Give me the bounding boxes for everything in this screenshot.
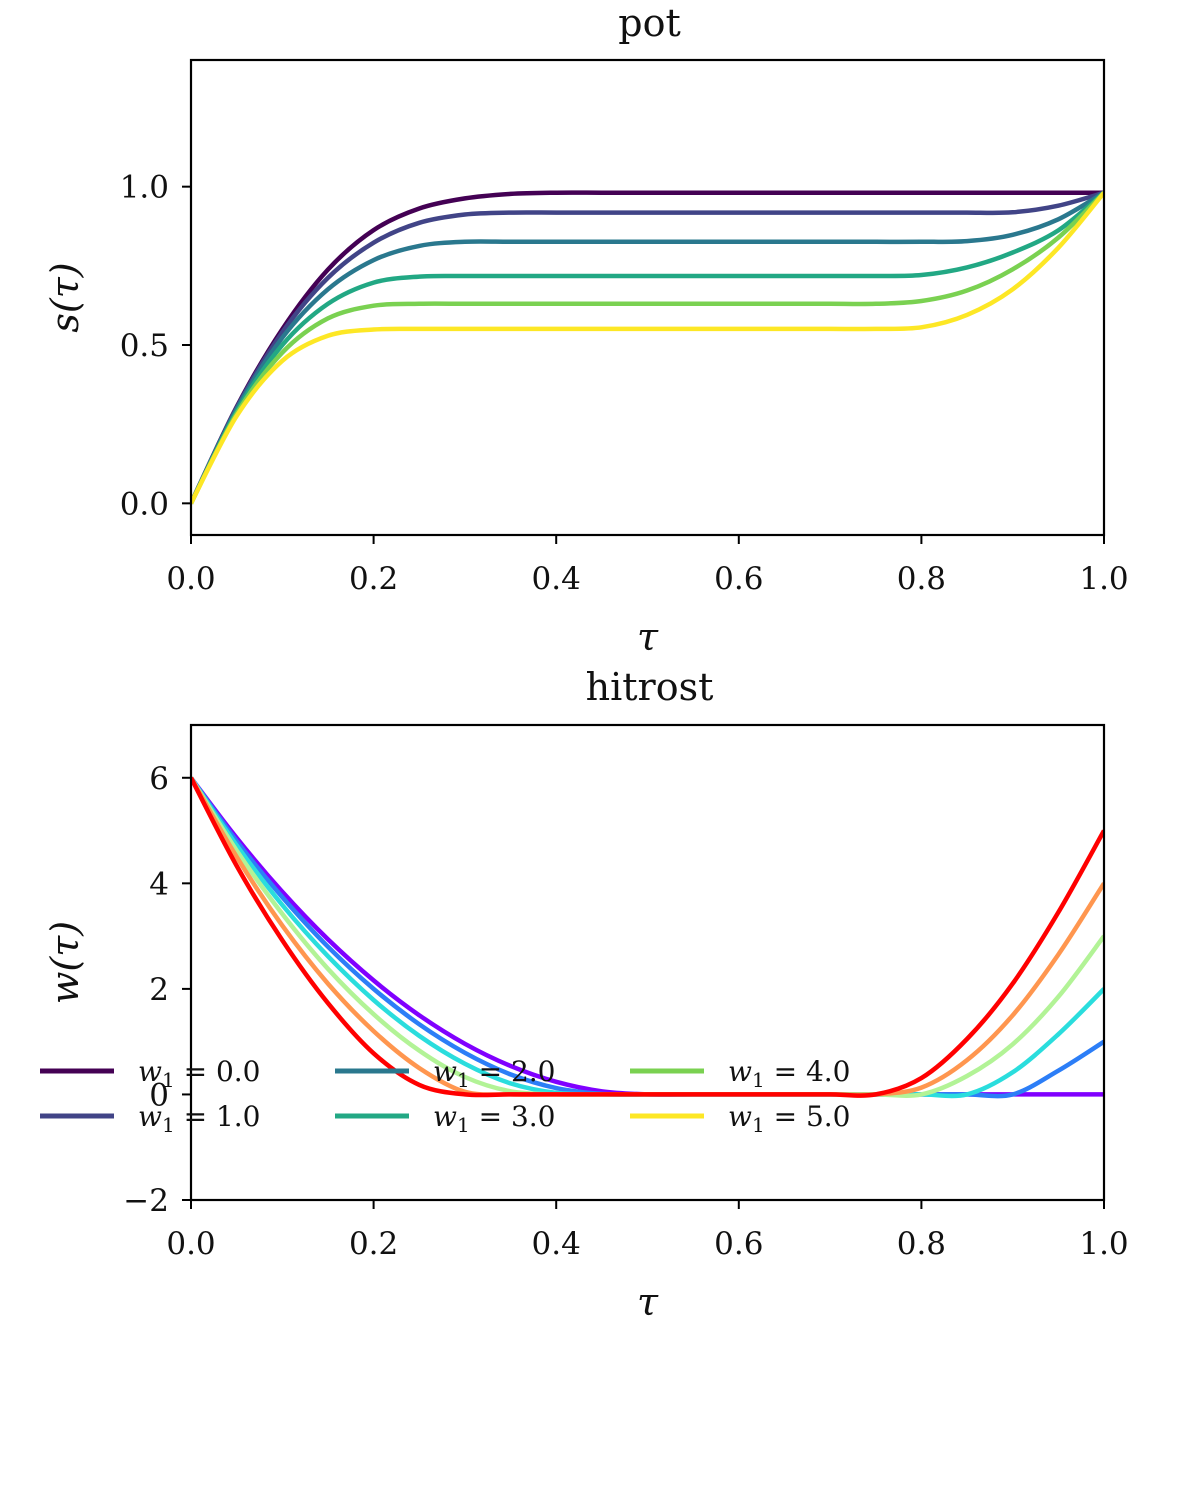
legend-label: w1 = 4.0 [728, 1055, 851, 1092]
x-tick-label: 0.4 [532, 1226, 581, 1262]
legend-label: w1 = 5.0 [728, 1100, 851, 1137]
series-line-5 [191, 191, 1104, 505]
x-tick-label: 0.0 [166, 1226, 215, 1262]
x-tick-label: 0.6 [714, 1226, 763, 1262]
x-tick-label: 0.2 [349, 561, 398, 597]
y-tick-label: 6 [149, 761, 169, 797]
y-axis-label: s(τ) [43, 262, 87, 332]
legend-item: w1 = 2.0 [335, 1055, 556, 1092]
y-tick-label: 1.0 [120, 170, 169, 206]
x-tick-label: 0.6 [714, 561, 763, 597]
x-tick-label: 1.0 [1079, 1226, 1128, 1262]
x-axis-label: τ [637, 615, 659, 659]
x-tick-label: 0.8 [897, 1226, 946, 1262]
legend-label: w1 = 2.0 [433, 1055, 556, 1092]
legend-item: w1 = 5.0 [630, 1100, 851, 1137]
series-line-4 [191, 190, 1104, 505]
legend-item: w1 = 4.0 [630, 1055, 851, 1092]
x-tick-label: 0.4 [532, 561, 581, 597]
y-tick-label: 2 [149, 972, 169, 1008]
x-tick-label: 1.0 [1079, 561, 1128, 597]
y-tick-label: 0.5 [120, 328, 169, 364]
y-tick-label: −2 [123, 1183, 169, 1219]
series-line-6 [191, 191, 1104, 505]
y-tick-label: 0.0 [120, 486, 169, 522]
panel-pot: 0.0 0.2 0.4 0.6 0.8 1.0 0.0 0.5 1.0 pot τ s(τ) [43, 1, 1129, 659]
x-axis-label: τ [637, 1280, 659, 1324]
axes-frame [189, 723, 1106, 1202]
y-tick-label: 0 [149, 1077, 169, 1113]
series-line-2 [191, 190, 1104, 505]
series-group [191, 190, 1104, 505]
series-line-6 [191, 776, 1104, 1098]
series-line-1 [191, 190, 1104, 505]
series-line-3 [191, 190, 1104, 505]
legend: w1 = 0.0 w1 = 1.0 w1 = 2.0 w1 = 3.0 w1 = 4.0… [40, 1055, 851, 1137]
panel-hitrost: 0.0 0.2 0.4 0.6 0.8 1.0 −2 0 2 4 6 hitrost τ w(τ) [43, 665, 1129, 1324]
axes-frame [189, 58, 1106, 537]
series-group [191, 776, 1104, 1099]
chart-title: hitrost [586, 665, 714, 709]
x-tick-label: 0.0 [166, 561, 215, 597]
chart-title: pot [618, 1, 680, 45]
series-line-1 [191, 776, 1104, 1097]
legend-label: w1 = 1.0 [138, 1100, 261, 1137]
y-tick-label: 4 [149, 866, 169, 902]
legend-item: w1 = 3.0 [335, 1100, 556, 1137]
legend-label: w1 = 3.0 [433, 1100, 556, 1137]
x-tick-label: 0.2 [349, 1226, 398, 1262]
x-tick-label: 0.8 [897, 561, 946, 597]
legend-label: w1 = 0.0 [138, 1055, 261, 1092]
legend-item: w1 = 1.0 [40, 1100, 261, 1137]
legend-item: w1 = 0.0 [40, 1055, 261, 1092]
y-axis-label: w(τ) [43, 921, 87, 1004]
